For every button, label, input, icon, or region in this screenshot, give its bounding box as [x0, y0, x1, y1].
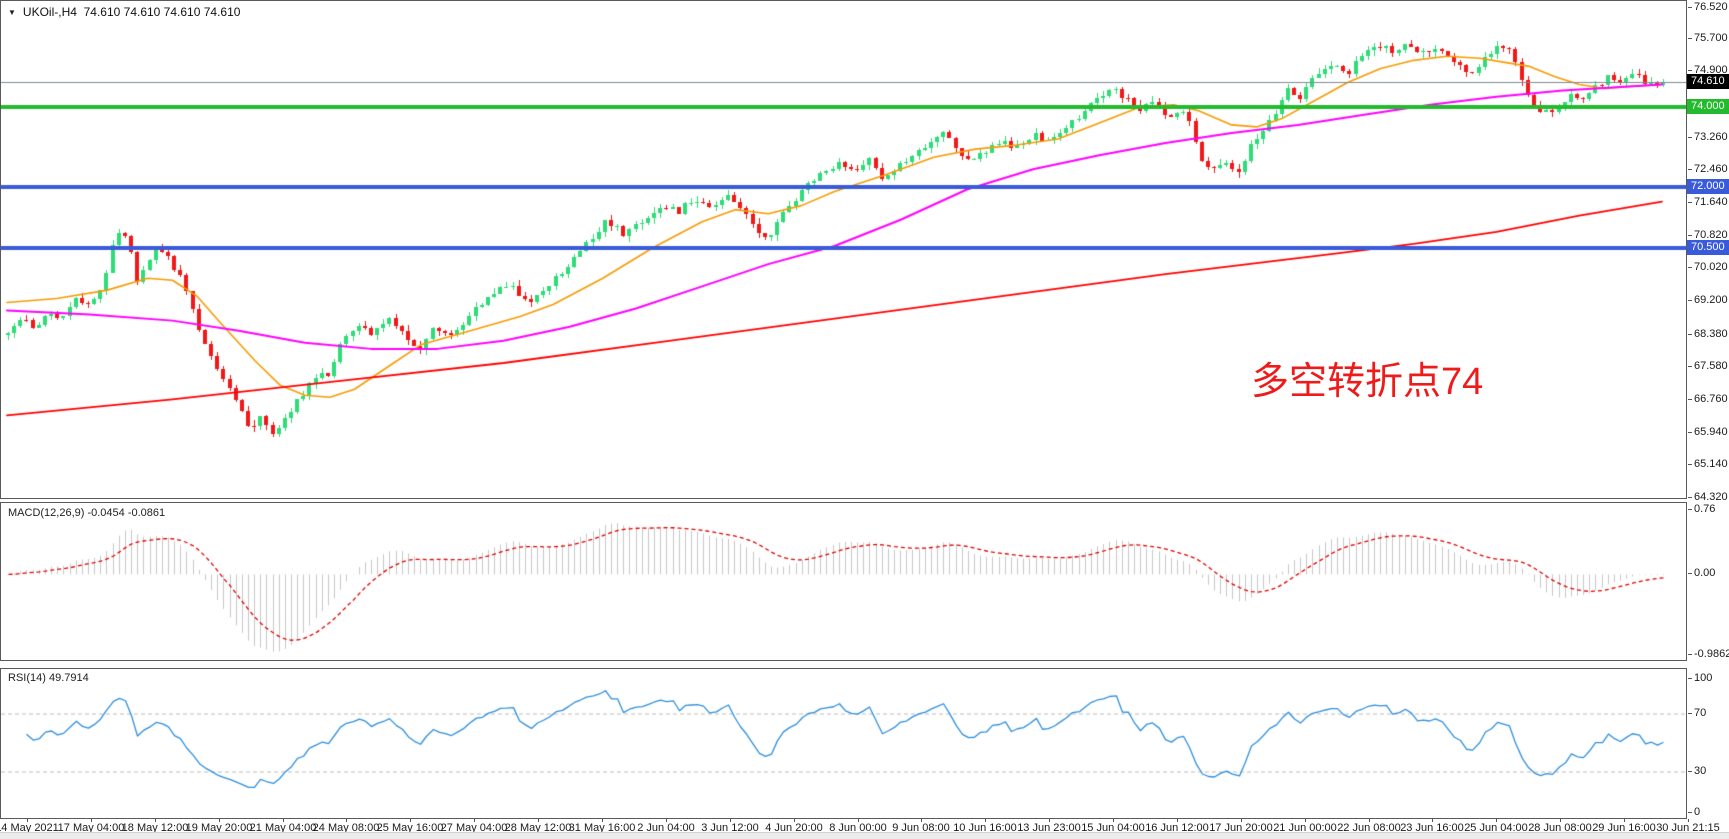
- time-tick-label: 25 Jun 04:00: [1464, 822, 1528, 834]
- time-tick-label: 14 May 2021: [0, 822, 59, 834]
- annotation-text: 多空转折点74: [1251, 361, 1484, 403]
- time-tick-label: 17 May 04:00: [57, 822, 125, 834]
- rsi-tick-label: 0: [1687, 806, 1701, 818]
- time-axis-tick: [794, 819, 795, 822]
- price-tick-label: 73.260: [1688, 131, 1728, 143]
- macd-tick-label: 0.76: [1687, 503, 1716, 515]
- price-tick-label: 66.760: [1688, 393, 1728, 405]
- ohlc-quote-values: 74.610 74.610 74.610 74.610: [83, 5, 241, 19]
- time-tick-label: 10 Jun 16:00: [953, 822, 1017, 834]
- time-tick-label: 25 May 16:00: [376, 822, 444, 834]
- main-chart-panel[interactable]: ▼ UKOil-,H4 74.610 74.610 74.610 74.610 多…: [0, 0, 1687, 499]
- time-tick-label: 19 May 20:00: [185, 822, 253, 834]
- price-tick-label: 71.640: [1688, 196, 1728, 208]
- time-axis-tick: [155, 819, 156, 822]
- time-tick-label: 30 Jun 21:15: [1656, 822, 1720, 834]
- symbol-timeframe-label: UKOil-,H4: [22, 5, 77, 19]
- time-axis-tick: [1305, 819, 1306, 822]
- time-tick-label: 4 Jun 20:00: [765, 822, 823, 834]
- time-axis-tick: [1369, 819, 1370, 822]
- macd-tick-label: 0.00: [1687, 567, 1716, 579]
- time-tick-label: 21 Jun 00:00: [1273, 822, 1337, 834]
- time-tick-label: 13 Jun 23:00: [1017, 822, 1081, 834]
- chevron-down-icon[interactable]: ▼: [8, 8, 16, 17]
- time-tick-label: 17 Jun 20:00: [1209, 822, 1273, 834]
- rsi-axis[interactable]: 100 70 30 0: [1687, 668, 1729, 819]
- price-tick-label: 65.140: [1688, 458, 1728, 470]
- time-axis-tick: [474, 819, 475, 822]
- time-tick-label: 23 Jun 16:00: [1400, 822, 1464, 834]
- time-axis-tick: [219, 819, 220, 822]
- price-line-badge: 70.500: [1687, 240, 1729, 255]
- time-axis-tick: [730, 819, 731, 822]
- time-tick-label: 9 Jun 08:00: [892, 822, 950, 834]
- price-chart-canvas[interactable]: [1, 1, 1686, 498]
- time-axis-tick: [1113, 819, 1114, 822]
- time-axis-tick: [346, 819, 347, 822]
- time-tick-label: 27 May 04:00: [440, 822, 508, 834]
- price-tick-label: 64.320: [1688, 491, 1728, 503]
- price-tick-label: 74.900: [1688, 64, 1728, 76]
- price-tick-label: 72.460: [1688, 163, 1728, 175]
- time-axis-tick: [985, 819, 986, 822]
- time-axis-tick: [1688, 819, 1689, 822]
- time-tick-label: 15 Jun 04:00: [1081, 822, 1145, 834]
- time-axis-tick: [1624, 819, 1625, 822]
- macd-axis[interactable]: 0.76 0.00 -0.9862: [1687, 502, 1729, 661]
- price-tick-label: 70.820: [1688, 229, 1728, 241]
- price-tick-label: 65.940: [1688, 426, 1728, 438]
- macd-label: MACD(12,26,9) -0.0454 -0.0861: [8, 507, 166, 519]
- time-axis-tick: [1496, 819, 1497, 822]
- time-tick-label: 3 Jun 12:00: [701, 822, 759, 834]
- time-tick-label: 24 May 08:00: [312, 822, 380, 834]
- time-tick-label: 28 May 12:00: [504, 822, 572, 834]
- time-tick-label: 2 Jun 04:00: [637, 822, 695, 834]
- time-axis-tick: [666, 819, 667, 822]
- rsi-tick-label: 100: [1687, 672, 1713, 684]
- price-line-badge: 72.000: [1687, 179, 1729, 194]
- time-tick-label: 16 Jun 12:00: [1145, 822, 1209, 834]
- rsi-indicator-panel[interactable]: RSI(14) 49.7914: [0, 668, 1687, 819]
- price-tick-label: 70.020: [1688, 261, 1728, 273]
- rsi-tick-label: 70: [1687, 707, 1707, 719]
- time-axis-tick: [1049, 819, 1050, 822]
- price-tick-label: 68.380: [1688, 328, 1728, 340]
- time-axis-tick: [91, 819, 92, 822]
- time-tick-label: 29 Jun 16:00: [1592, 822, 1656, 834]
- time-axis-tick: [602, 819, 603, 822]
- time-axis-tick: [410, 819, 411, 822]
- time-axis[interactable]: 14 May 2021 17 May 04:00 18 May 12:00 19 Ma…: [0, 819, 1720, 834]
- macd-tick-label: -0.9862: [1687, 648, 1729, 660]
- price-tick-label: 76.520: [1688, 1, 1728, 13]
- time-axis-tick: [858, 819, 859, 822]
- time-axis-tick: [1560, 819, 1561, 822]
- price-line-badge: 74.000: [1687, 99, 1729, 114]
- price-axis[interactable]: 76.520 75.700 74.900 73.260 72.460 71.640 70.8…: [1687, 0, 1729, 503]
- time-tick-label: 22 Jun 08:00: [1337, 822, 1401, 834]
- time-tick-label: 31 May 16:00: [568, 822, 636, 834]
- window-bottom-strip: [0, 832, 1729, 839]
- time-axis-tick: [283, 819, 284, 822]
- time-axis-tick: [1432, 819, 1433, 822]
- time-tick-label: 21 May 04:00: [249, 822, 317, 834]
- time-axis-tick: [1177, 819, 1178, 822]
- macd-canvas[interactable]: [1, 503, 1686, 660]
- time-tick-label: 8 Jun 00:00: [829, 822, 887, 834]
- rsi-canvas[interactable]: [1, 669, 1686, 818]
- symbol-header[interactable]: ▼ UKOil-,H4 74.610 74.610 74.610 74.610: [8, 5, 240, 19]
- time-axis-tick: [538, 819, 539, 822]
- time-tick-label: 28 Jun 08:00: [1528, 822, 1592, 834]
- time-axis-tick: [921, 819, 922, 822]
- macd-indicator-panel[interactable]: MACD(12,26,9) -0.0454 -0.0861: [0, 502, 1687, 661]
- price-line-badge: 74.610: [1687, 74, 1729, 89]
- rsi-label: RSI(14) 49.7914: [8, 672, 89, 684]
- time-axis-tick: [27, 819, 28, 822]
- time-axis-tick: [1241, 819, 1242, 822]
- price-tick-label: 75.700: [1688, 32, 1728, 44]
- time-tick-label: 18 May 12:00: [121, 822, 189, 834]
- price-tick-label: 69.200: [1688, 294, 1728, 306]
- rsi-tick-label: 30: [1687, 765, 1707, 777]
- price-tick-label: 67.580: [1688, 360, 1728, 372]
